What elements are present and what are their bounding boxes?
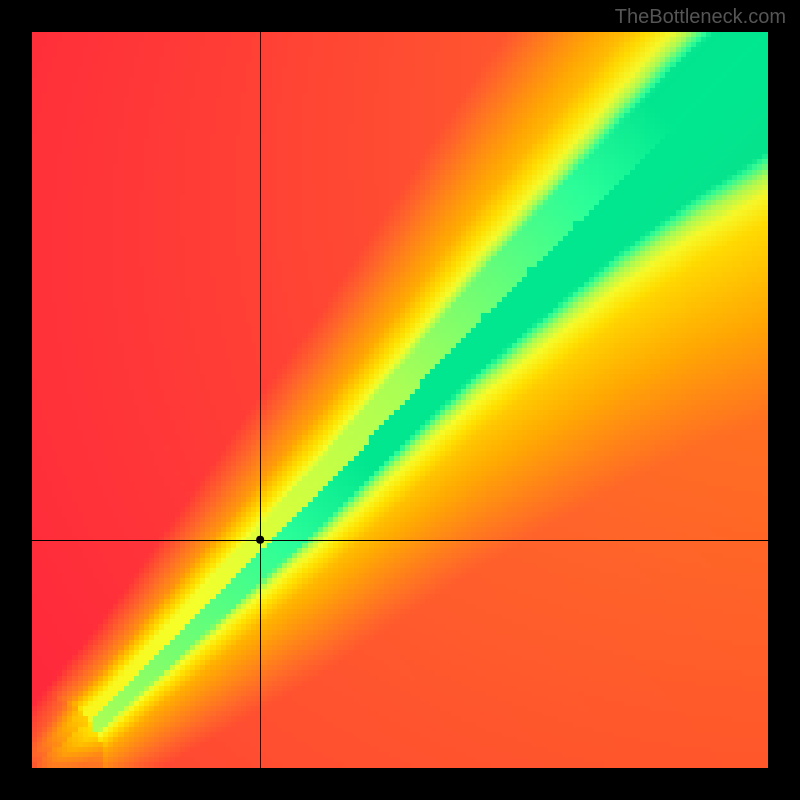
watermark-text: TheBottleneck.com bbox=[615, 6, 786, 29]
heatmap-plot bbox=[32, 32, 768, 768]
heatmap-canvas bbox=[32, 32, 768, 768]
